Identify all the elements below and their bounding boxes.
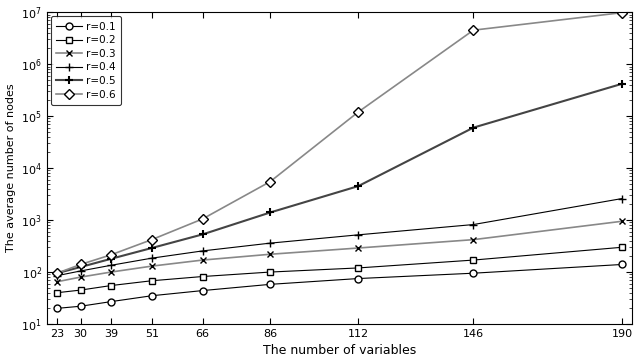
Line: r=0.2: r=0.2 <box>54 244 626 296</box>
r=0.6 <box>198 217 206 221</box>
r=0.3 <box>355 246 362 250</box>
r=0.3 <box>198 258 206 262</box>
r=0.4 <box>618 196 626 201</box>
r=0.2 <box>108 284 115 288</box>
r=0.5 <box>108 257 115 261</box>
r=0.2 <box>470 258 477 262</box>
r=0.2 <box>53 290 61 295</box>
r=0.4 <box>198 249 206 253</box>
r=0.6 <box>266 179 274 184</box>
r=0.5 <box>53 271 61 276</box>
r=0.5 <box>355 184 362 188</box>
Line: r=0.6: r=0.6 <box>54 9 626 277</box>
r=0.5 <box>77 265 84 269</box>
r=0.2 <box>355 266 362 270</box>
r=0.6 <box>53 271 61 276</box>
Y-axis label: The average number of nodes: The average number of nodes <box>6 84 15 252</box>
r=0.3 <box>266 252 274 256</box>
r=0.1 <box>108 299 115 304</box>
r=0.4 <box>53 274 61 278</box>
r=0.1 <box>148 294 156 298</box>
r=0.1 <box>618 262 626 267</box>
r=0.4 <box>148 256 156 260</box>
r=0.3 <box>108 270 115 274</box>
r=0.2 <box>198 274 206 279</box>
r=0.3 <box>470 237 477 242</box>
r=0.3 <box>53 280 61 284</box>
r=0.1 <box>53 306 61 311</box>
r=0.1 <box>266 282 274 286</box>
r=0.6 <box>108 253 115 257</box>
r=0.5 <box>198 232 206 237</box>
r=0.6 <box>470 28 477 32</box>
r=0.4 <box>77 269 84 273</box>
r=0.3 <box>77 275 84 279</box>
r=0.5 <box>266 210 274 215</box>
r=0.5 <box>148 246 156 250</box>
r=0.1 <box>355 276 362 281</box>
r=0.3 <box>148 264 156 268</box>
r=0.6 <box>77 262 84 267</box>
r=0.4 <box>266 241 274 245</box>
r=0.5 <box>618 82 626 86</box>
r=0.6 <box>148 237 156 242</box>
r=0.2 <box>77 288 84 292</box>
r=0.4 <box>470 223 477 227</box>
r=0.2 <box>618 245 626 249</box>
Line: r=0.5: r=0.5 <box>52 79 627 277</box>
r=0.4 <box>355 233 362 237</box>
r=0.1 <box>77 304 84 309</box>
r=0.6 <box>618 11 626 15</box>
Line: r=0.3: r=0.3 <box>54 218 626 285</box>
Legend: r=0.1, r=0.2, r=0.3, r=0.4, r=0.5, r=0.6: r=0.1, r=0.2, r=0.3, r=0.4, r=0.5, r=0.6 <box>51 16 121 105</box>
Line: r=0.1: r=0.1 <box>54 261 626 312</box>
X-axis label: The number of variables: The number of variables <box>263 344 416 358</box>
Line: r=0.4: r=0.4 <box>52 194 627 280</box>
r=0.4 <box>108 263 115 268</box>
r=0.1 <box>470 271 477 276</box>
r=0.2 <box>148 278 156 283</box>
r=0.1 <box>198 289 206 293</box>
r=0.5 <box>470 126 477 130</box>
r=0.6 <box>355 110 362 114</box>
r=0.2 <box>266 270 274 274</box>
r=0.3 <box>618 219 626 223</box>
